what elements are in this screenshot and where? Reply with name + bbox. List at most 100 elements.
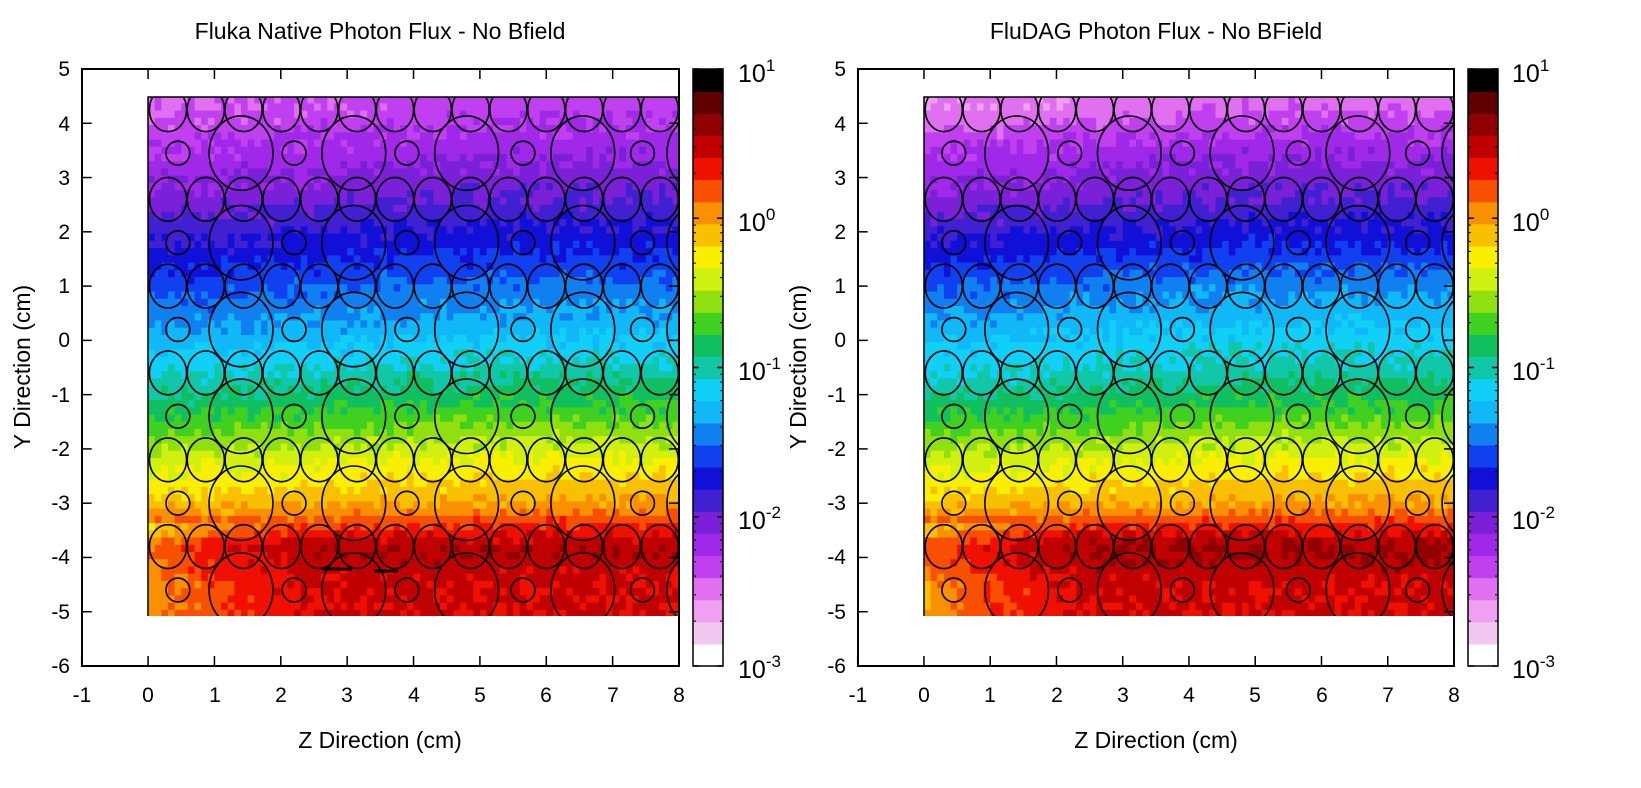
heatmap-cell [619,457,627,466]
heatmap-cell [526,501,534,510]
heatmap-cell [579,414,587,423]
heatmap-cell [652,190,660,199]
heatmap-cell [645,197,654,206]
heatmap-cell [148,168,156,177]
heatmap-cell [221,233,229,242]
heatmap-cell [659,298,667,307]
heatmap-cell [493,97,501,104]
heatmap-cell [161,501,169,510]
heatmap-cell [247,334,255,343]
heatmap-cell [619,421,627,430]
heatmap-cell [420,537,428,546]
heatmap-cell [440,515,448,524]
heatmap-cell [187,407,196,416]
heatmap-cell [552,168,561,177]
heatmap-cell [459,486,468,495]
heatmap-cell [340,103,348,112]
heatmap-cell [287,494,295,502]
heatmap-cell [526,125,534,133]
heatmap-cell [187,284,196,293]
heatmap-cell [579,262,587,271]
heatmap-cell [473,161,481,170]
heatmap-cell [532,342,541,351]
heatmap-cell [386,248,395,256]
heatmap-cell [201,457,209,466]
heatmap-cell [572,465,581,474]
heatmap-cell [645,103,654,112]
heatmap-cell [493,436,501,445]
heatmap-cell [167,465,176,474]
heatmap-cell [493,219,501,227]
heatmap-cell [333,385,342,394]
heatmap-cell [566,313,574,322]
heatmap-cell [413,161,421,170]
heatmap-cell [586,363,594,372]
heatmap-cell [619,168,627,177]
heatmap-cell [579,240,587,249]
heatmap-cell [612,168,620,177]
heatmap-cell [433,392,441,401]
heatmap-cell [459,465,468,474]
heatmap-cell [227,197,235,206]
heatmap-cell [639,537,647,546]
heatmap-cell [473,226,481,235]
heatmap-cell [360,392,368,401]
heatmap-cell [420,219,428,227]
heatmap-cell [639,262,647,271]
heatmap-cell [254,486,262,495]
heatmap-cell [559,349,567,358]
heatmap-cell [367,103,375,112]
heatmap-cell [227,407,235,416]
heatmap-cell [174,182,182,191]
heatmap-cell [586,269,594,278]
heatmap-cell [406,197,415,206]
heatmap-cell [539,515,547,524]
heatmap-cell [659,515,667,524]
heatmap-cell [313,385,322,394]
heatmap-cell [486,175,494,184]
heatmap-cell [167,197,176,206]
heatmap-cell [154,363,162,372]
heatmap-cell [280,305,289,314]
heatmap-cell [400,450,408,459]
heatmap-cell [426,255,435,264]
heatmap-cell [546,356,554,365]
heatmap-cell [240,168,249,177]
heatmap-cell [526,523,534,531]
heatmap-cell [459,530,468,539]
heatmap-cell [287,443,295,452]
heatmap-cell [592,146,600,155]
heatmap-cell [625,356,634,365]
heatmap-cell [665,508,673,517]
heatmap-cell [260,530,269,539]
heatmap-cell [486,494,494,502]
heatmap-cell [307,255,315,264]
heatmap-cell [440,443,448,452]
heatmap-cell [586,125,594,133]
heatmap-cell [499,457,508,466]
heatmap-cell [665,110,673,119]
heatmap-cell [313,262,322,271]
heatmap-cell [400,255,408,264]
heatmap-cell [552,146,561,155]
heatmap-cell [433,233,441,242]
heatmap-cell [599,385,607,394]
heatmap-cell [599,132,607,141]
heatmap-cell [619,139,627,148]
heatmap-cell [552,117,561,126]
heatmap-cell [181,211,189,220]
heatmap-cell [194,226,202,235]
heatmap-cell [353,182,362,191]
heatmap-cell [340,262,348,271]
heatmap-cell [420,154,428,162]
heatmap-cell [327,313,335,322]
heatmap-cell [599,269,607,278]
heatmap-cell [532,248,541,256]
heatmap-cell [400,501,408,510]
heatmap-cell [493,125,501,133]
heatmap-cell [221,262,229,271]
heatmap-cell [519,146,527,155]
heatmap-cell [400,457,408,466]
heatmap-cell [632,291,640,300]
heatmap-cell [625,457,634,466]
